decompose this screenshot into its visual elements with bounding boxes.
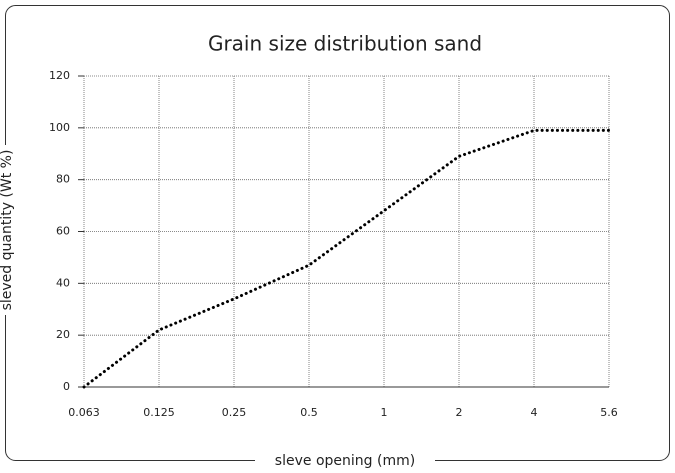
x-tick-label: 2 xyxy=(456,406,463,419)
x-tick-label: 0.125 xyxy=(143,406,175,419)
x-label-bg xyxy=(255,452,435,470)
y-tick-label: 100 xyxy=(49,121,70,134)
x-tick-label: 1 xyxy=(381,406,388,419)
x-tick-label: 0.063 xyxy=(68,406,100,419)
data-line xyxy=(82,128,611,389)
y-tick-label: 20 xyxy=(56,328,70,341)
chart-frame xyxy=(5,5,670,461)
y-tick-label: 60 xyxy=(56,225,70,238)
x-tick-label: 0.5 xyxy=(300,406,318,419)
x-tick-label: 4 xyxy=(531,406,538,419)
x-tick-label: 0.25 xyxy=(222,406,247,419)
x-axis-label: sleve opening (mm) xyxy=(275,453,415,469)
y-label-bg xyxy=(0,145,14,315)
y-tick-label: 40 xyxy=(56,276,70,289)
y-tick-label: 120 xyxy=(49,69,70,82)
y-axis-label: sleved quantity (Wt %) xyxy=(0,150,15,311)
x-tick-label: 5.6 xyxy=(600,406,618,419)
chart-title: Grain size distribution sand xyxy=(208,32,482,56)
y-tick-label: 0 xyxy=(63,380,70,393)
y-tick-label: 80 xyxy=(56,173,70,186)
